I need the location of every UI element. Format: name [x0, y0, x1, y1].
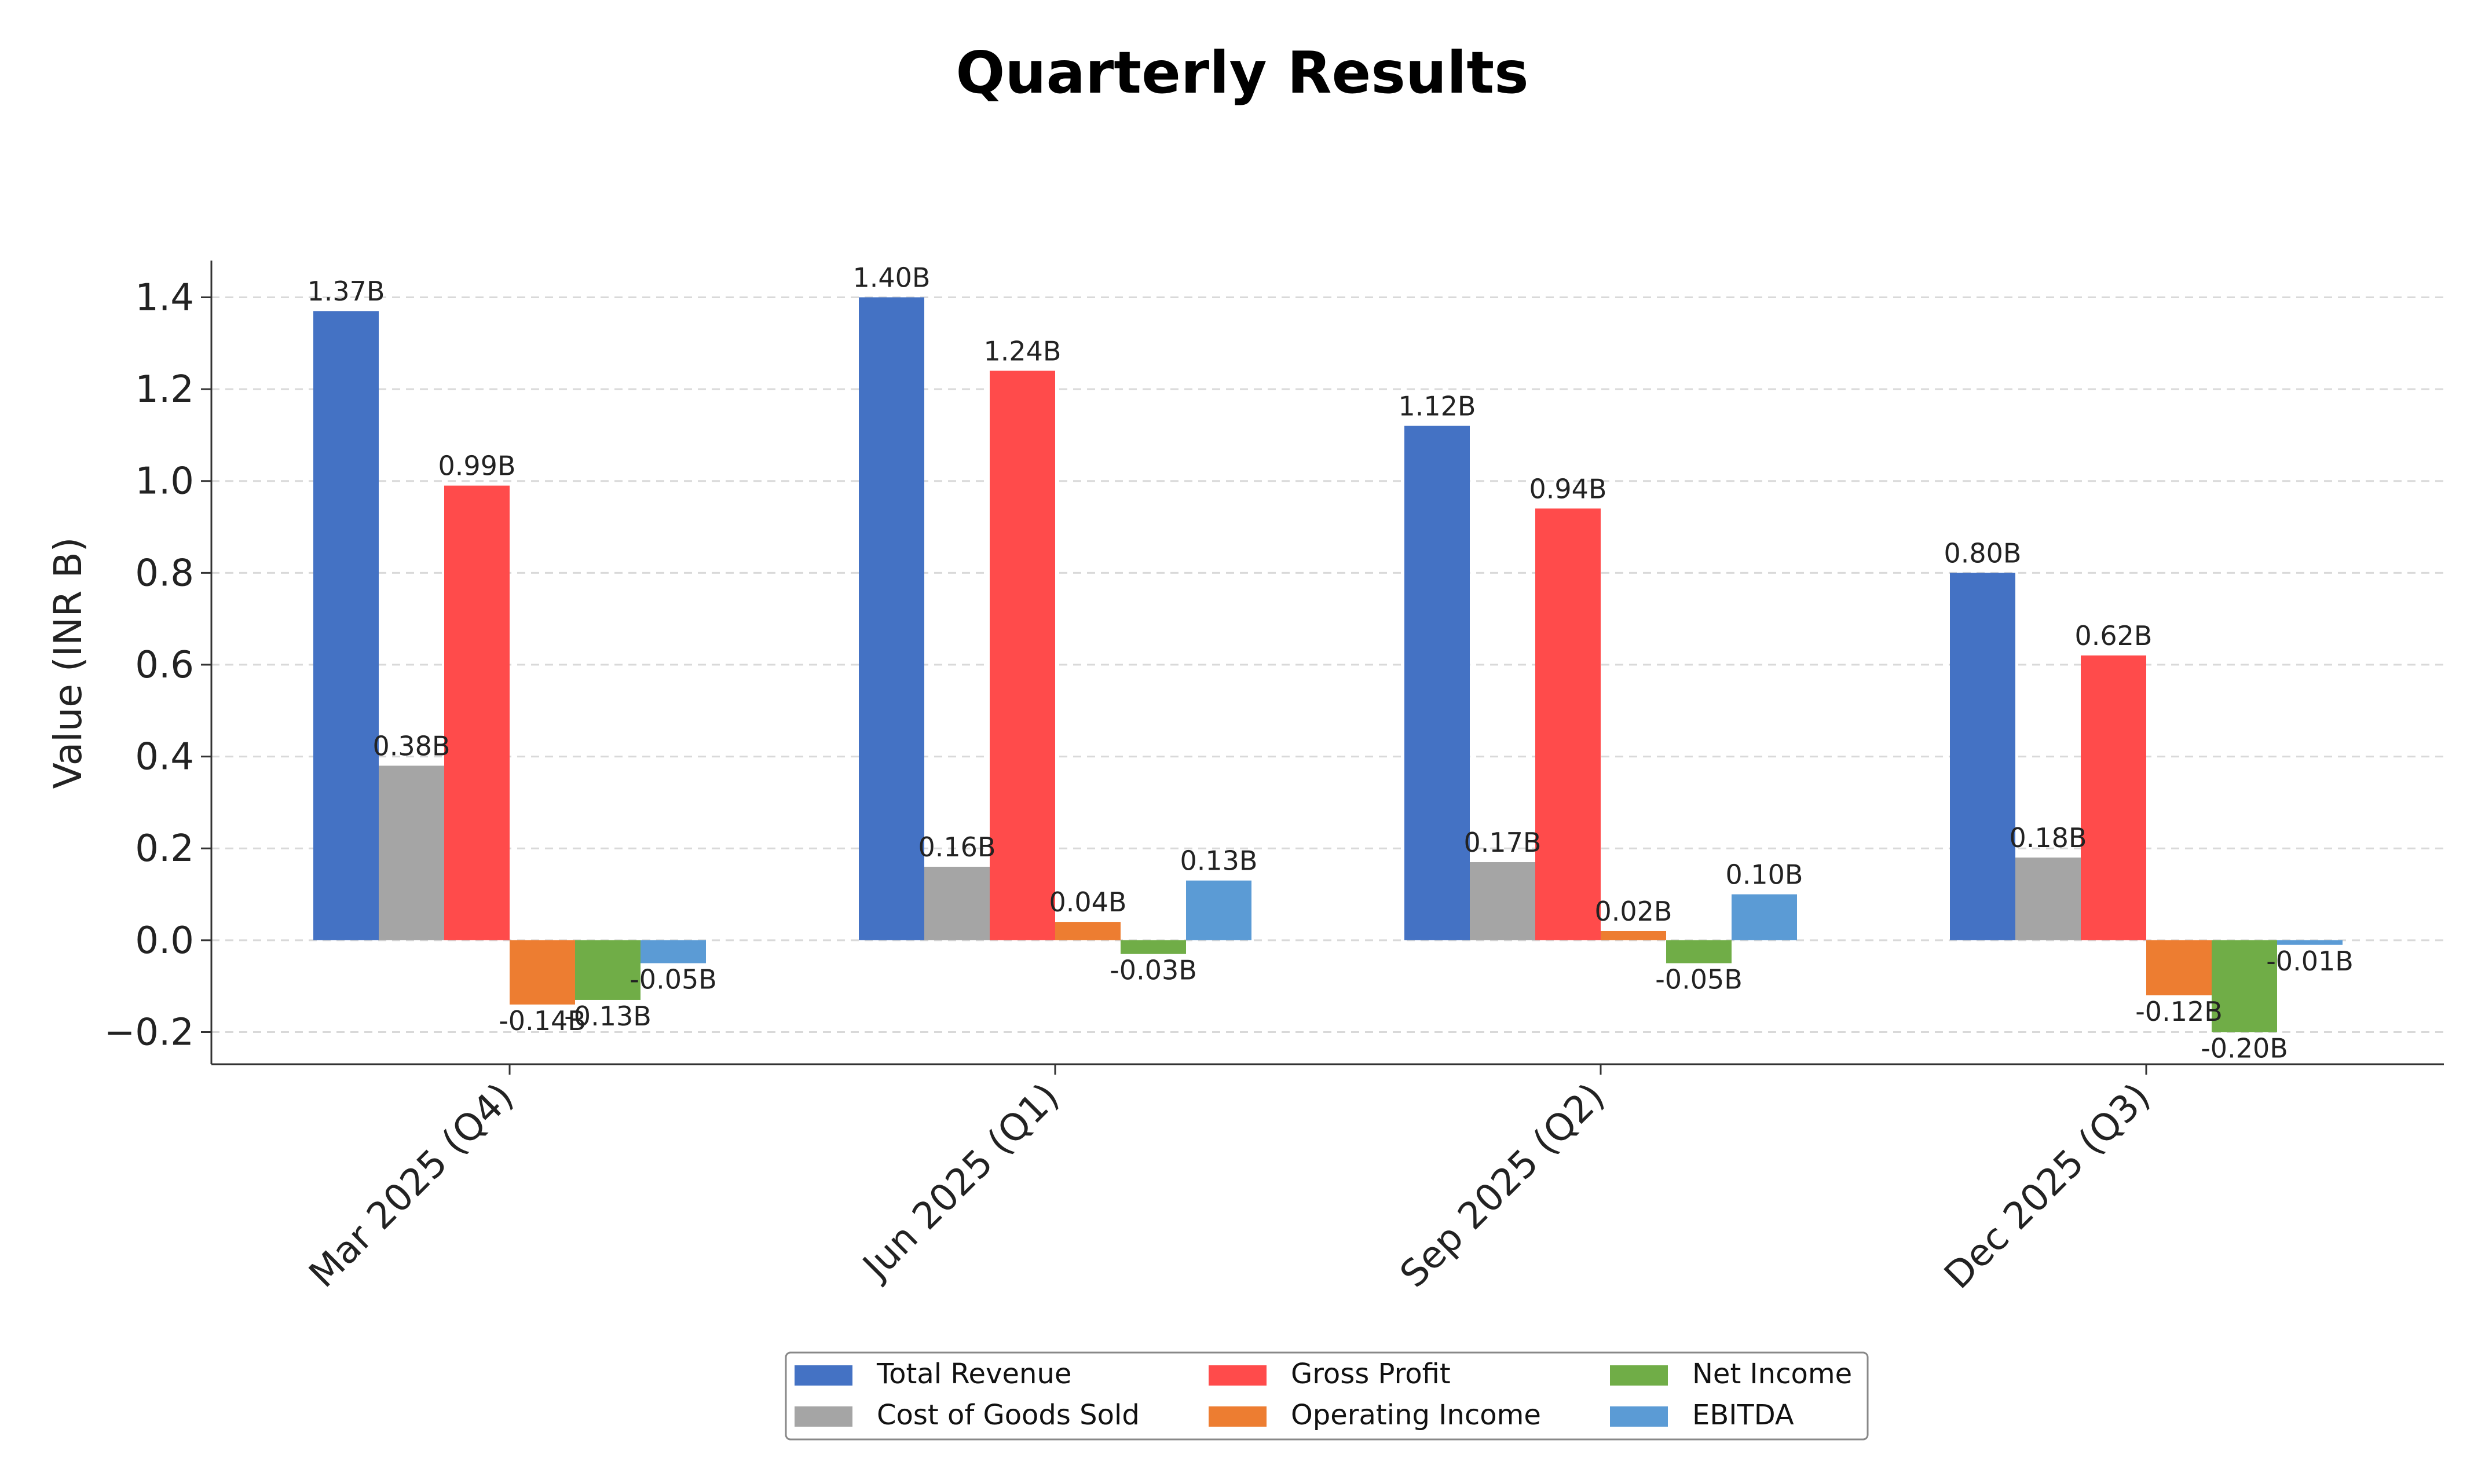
y-tick-label: 1.0 — [135, 460, 194, 503]
legend-swatch — [795, 1365, 852, 1386]
legend-entry-label: EBITDA — [1692, 1399, 1794, 1431]
x-tick-label: Dec 2025 (Q3) — [1937, 1075, 2159, 1298]
bar — [990, 371, 1055, 940]
data-label: 1.40B — [853, 262, 931, 293]
bar — [2081, 655, 2146, 940]
bar — [379, 765, 444, 940]
y-axis-label: Value (INR B) — [46, 537, 90, 789]
legend-swatch — [1610, 1406, 1668, 1427]
x-tick-label: Mar 2025 (Q4) — [301, 1075, 522, 1296]
data-label: -0.13B — [564, 1001, 652, 1032]
y-tick-label: −0.2 — [104, 1011, 194, 1054]
data-label: 0.18B — [2010, 822, 2087, 853]
data-label: -0.05B — [1655, 964, 1743, 995]
legend: Total Revenue Cost of Goods Sold Gross Pro… — [785, 1351, 1869, 1441]
y-tick-label: 0.6 — [135, 644, 194, 687]
bar — [510, 940, 575, 1005]
data-labels: 1.37B 1.40B 1.12B 0.80B 0.38B 0.16B 0.17B 0.18B… — [308, 262, 2354, 1064]
legend-box — [785, 1351, 1869, 1441]
data-label: 0.99B — [438, 450, 516, 482]
bar — [924, 866, 990, 940]
data-label: -0.12B — [2135, 996, 2223, 1027]
bar — [1404, 426, 1470, 940]
legend-entry-label: Total Revenue — [876, 1358, 1071, 1390]
bar — [2015, 858, 2081, 940]
data-label: -0.03B — [1110, 955, 1197, 986]
x-tick-label: Sep 2025 (Q2) — [1392, 1075, 1613, 1296]
y-tick-label: 1.2 — [135, 368, 194, 411]
legend-entry-label: Gross Profit — [1291, 1358, 1451, 1390]
chart-title: Quarterly Results — [956, 39, 1528, 107]
y-tick-label: 1.4 — [135, 276, 194, 319]
gridlines — [211, 296, 2444, 1033]
data-label: 0.16B — [918, 831, 996, 863]
data-label: 0.13B — [1180, 845, 1258, 877]
data-label: 1.37B — [308, 276, 385, 307]
bar — [641, 940, 706, 963]
bar — [313, 311, 379, 940]
legend-entry-label: Net Income — [1692, 1358, 1852, 1390]
bars — [313, 297, 2343, 1032]
y-tick-label: 0.8 — [135, 552, 194, 595]
bar — [444, 485, 510, 940]
bar — [2212, 940, 2277, 1032]
legend-swatch — [795, 1406, 852, 1427]
data-label: 0.17B — [1464, 827, 1542, 858]
bar — [1950, 573, 2015, 940]
y-tick-label: 0.4 — [135, 736, 194, 779]
data-label: 1.24B — [984, 335, 1062, 367]
bar — [1121, 940, 1186, 954]
data-label: -0.05B — [630, 964, 717, 995]
bar — [859, 297, 924, 940]
data-label: -0.20B — [2201, 1032, 2288, 1064]
bar — [1055, 922, 1121, 940]
data-label: 0.10B — [1726, 859, 1803, 891]
data-label: 0.38B — [373, 730, 451, 761]
data-label: 0.02B — [1595, 896, 1672, 927]
data-label: 0.62B — [2075, 620, 2153, 651]
legend-swatch — [1209, 1365, 1267, 1386]
data-label: 0.80B — [1944, 537, 2022, 569]
legend-swatch — [1610, 1365, 1668, 1386]
data-label: 0.94B — [1529, 473, 1607, 504]
bar — [575, 940, 641, 1000]
legend-swatch — [1209, 1406, 1267, 1427]
bar — [1732, 894, 1797, 940]
data-label: -0.01B — [2266, 946, 2354, 977]
bar — [1470, 862, 1535, 940]
bar — [1535, 508, 1601, 940]
data-label: 0.04B — [1049, 886, 1127, 918]
data-label: -0.14B — [499, 1005, 586, 1036]
legend-entry-label: Cost of Goods Sold — [877, 1399, 1140, 1431]
legend-entry-label: Operating Income — [1291, 1399, 1541, 1431]
bar — [1666, 940, 1732, 963]
bar — [1186, 880, 1251, 940]
y-tick-label: 0.0 — [135, 919, 194, 962]
y-tick-label: 0.2 — [135, 827, 194, 870]
data-label: 1.12B — [1399, 391, 1476, 422]
bar — [2277, 940, 2343, 945]
x-tick-label: Jun 2025 (Q1) — [854, 1075, 1068, 1289]
bar — [1601, 930, 1666, 940]
bar — [2146, 940, 2212, 996]
